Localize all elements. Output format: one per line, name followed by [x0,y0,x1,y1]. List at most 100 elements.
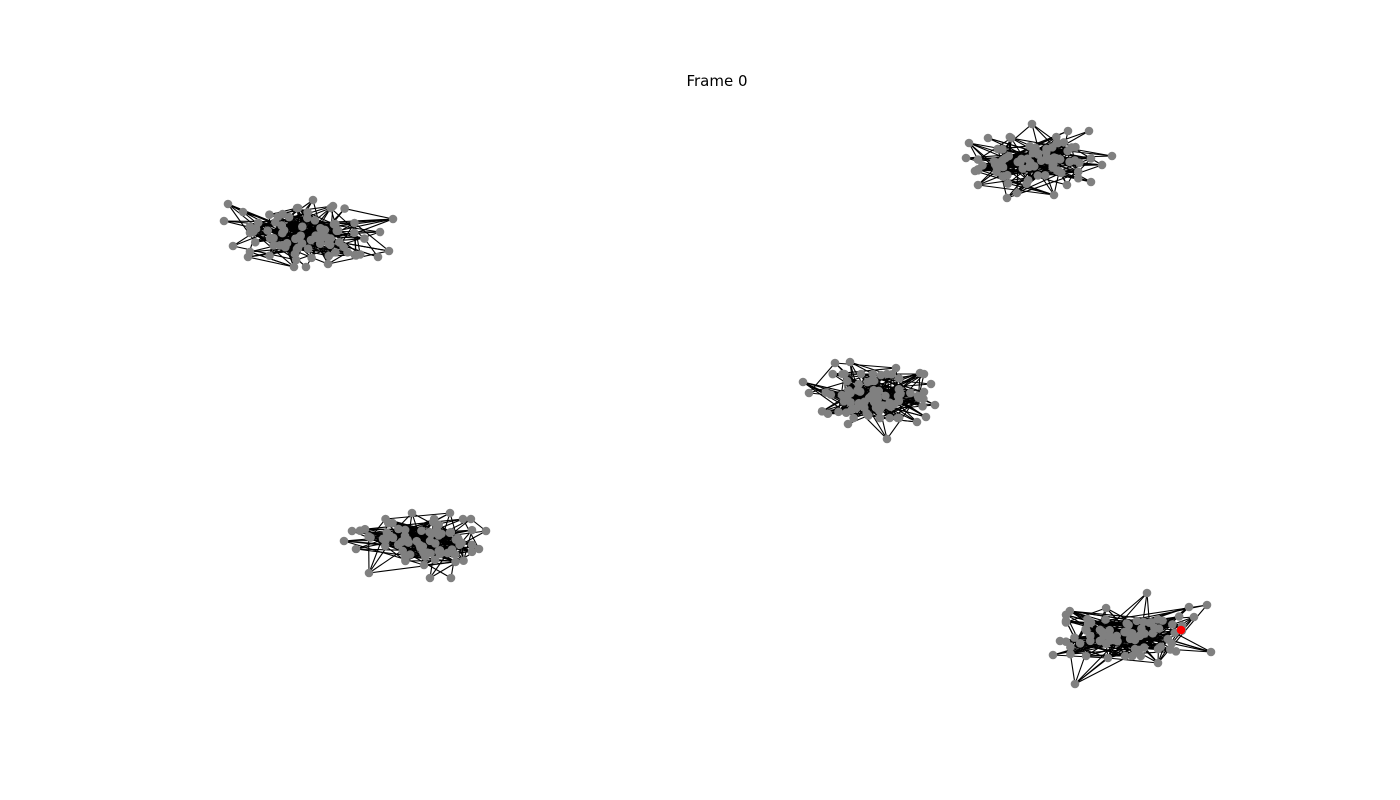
cluster-2 [961,119,1117,203]
graph-node [331,247,340,257]
graph-node [326,234,335,243]
graph-node [412,536,422,546]
edges-layer [223,123,1212,685]
graph-node [864,411,873,420]
graph-node [393,540,403,549]
graph-node [382,528,392,537]
graph-node [298,222,307,231]
graph-node [430,555,440,565]
graph-node [1053,138,1063,148]
graph-node [846,398,855,407]
edge [344,208,394,220]
graph-node [303,208,312,217]
graph-node [873,400,883,409]
graph-node [798,377,808,387]
graph-node [1055,155,1065,164]
edge [1108,592,1148,637]
graph-node [1065,157,1074,167]
graph-node [926,379,936,389]
graph-node [292,244,302,254]
graph-node [1120,651,1130,661]
graph-node [273,212,283,221]
graph-node [830,358,840,368]
graph-node [265,251,274,260]
graph-node [964,138,974,148]
edge [1069,653,1076,685]
graph-node [1027,119,1037,129]
graph-node [388,533,398,542]
graph-node [303,244,313,253]
graph-node [1049,190,1059,200]
graph-node [347,526,357,536]
graph-node [817,407,827,416]
graph-node [435,549,445,559]
edge [968,142,1006,159]
graph-node [1062,180,1072,190]
graph-node [834,407,843,417]
graph-node [263,226,273,235]
graph-node [1042,147,1051,157]
graph-node [1085,636,1095,646]
graph-node [384,246,394,256]
graph-node [868,369,878,379]
graph-node [335,237,344,247]
graph-node [320,225,330,235]
edge [339,241,390,252]
graph-node [360,234,369,243]
graph-node [894,413,904,423]
graph-node [882,434,892,444]
graph-node [1040,171,1050,180]
graph-node [428,517,438,527]
graph-node [355,526,365,535]
graph-node [1153,658,1163,668]
edge [247,256,295,268]
graph-node [1028,148,1038,158]
graph-node [297,238,307,248]
graph-node [458,514,468,524]
graph-node [1001,153,1010,163]
graph-node [1006,133,1016,143]
graph-node [894,373,904,383]
graph-node [1075,639,1085,648]
edge [232,245,297,261]
graph-node [284,212,294,222]
graph-node [1174,612,1184,621]
edge [808,362,836,394]
graph-node [973,155,983,164]
edge [1070,639,1136,655]
graph-node [849,413,858,423]
graph-node [407,508,417,518]
graph-node [451,557,460,567]
graph-node [894,384,904,394]
graph-node [1107,151,1117,161]
graph-node [292,203,302,213]
graph-node [425,573,435,583]
graph-node [961,153,971,163]
graph-node [481,526,491,536]
graph-node [279,241,288,250]
graph-node [466,514,476,524]
graph-node [840,369,849,379]
graph-node [1048,650,1058,660]
graph-node [893,391,903,401]
graph-node [983,133,993,143]
graph-node [401,556,410,566]
graph-node [1083,614,1092,624]
graph-node [1095,636,1105,646]
graph-node [328,201,338,211]
graph-node [912,417,922,427]
graph-node [919,394,928,404]
graph-node [1081,624,1090,634]
graph-node [851,404,861,413]
graph-node [891,363,901,373]
graph-node [843,419,853,429]
graph-node [1055,636,1065,646]
graph-node [291,255,301,265]
graph-node [1184,602,1194,612]
graph-node [351,544,361,554]
graph-node [1016,156,1025,166]
graph-node [804,388,814,398]
graph-node [325,240,335,250]
graph-node [430,539,440,548]
